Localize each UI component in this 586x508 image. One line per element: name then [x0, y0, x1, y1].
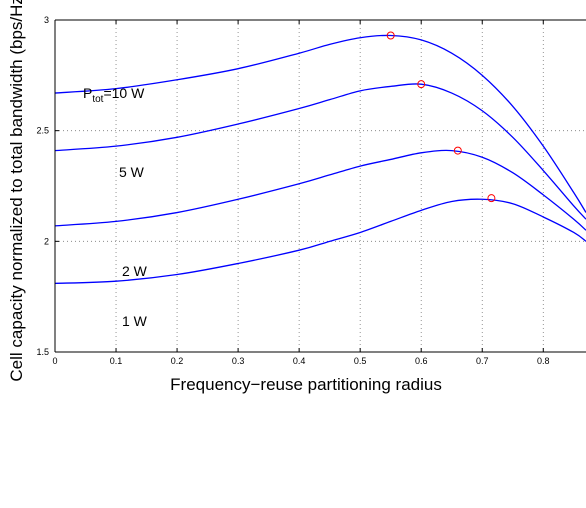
series-label: 5 W [119, 164, 145, 180]
y-tick-label: 1.5 [36, 347, 49, 357]
series-label-main: P [83, 85, 92, 101]
series-line [54, 198, 586, 285]
series-label-main: 5 W [119, 164, 145, 180]
y-tick-label: 2 [44, 236, 49, 246]
series-line [54, 34, 586, 213]
x-tick-label: 0.2 [171, 356, 184, 366]
x-axis-label: Frequency−reuse partitioning radius [170, 375, 442, 394]
series-label-main: 2 W [122, 263, 148, 279]
series-label-subscript: tot [92, 94, 103, 105]
x-tick-label: 0.5 [354, 356, 367, 366]
series-label-main: 1 W [122, 313, 148, 329]
curves [54, 34, 586, 285]
x-tick-label: 0.7 [476, 356, 489, 366]
optimum-marker [453, 146, 462, 155]
series-line [54, 83, 586, 220]
curve-labels: Ptot=10 W 5 W 2 W 1 W [83, 85, 148, 329]
series-line [54, 149, 586, 231]
x-tick-label: 0.3 [232, 356, 245, 366]
y-axis-label: Cell capacity normalized to total bandwi… [7, 0, 26, 382]
x-tick-label: 0.6 [415, 356, 428, 366]
grid [55, 20, 586, 352]
optimum-markers [386, 31, 496, 203]
optimum-marker [386, 31, 395, 40]
x-tick-label: 0.1 [110, 356, 123, 366]
y-tick-label: 3 [44, 15, 49, 25]
optimum-marker [417, 80, 426, 89]
optimum-marker [487, 194, 496, 203]
y-tick-label: 2.5 [36, 126, 49, 136]
x-tick-label: 0 [52, 356, 57, 366]
series-label: 1 W [122, 313, 148, 329]
x-tick-label: 0.4 [293, 356, 306, 366]
series-label: 2 W [122, 263, 148, 279]
axes: 0 0.1 0.2 0.3 0.4 0.5 0.6 0.7 0.8 1.5 2 2.5 3 [36, 15, 586, 366]
series-label-rest: =10 W [103, 85, 145, 101]
series-label: Ptot=10 W [83, 85, 145, 105]
x-tick-label: 0.8 [537, 356, 550, 366]
